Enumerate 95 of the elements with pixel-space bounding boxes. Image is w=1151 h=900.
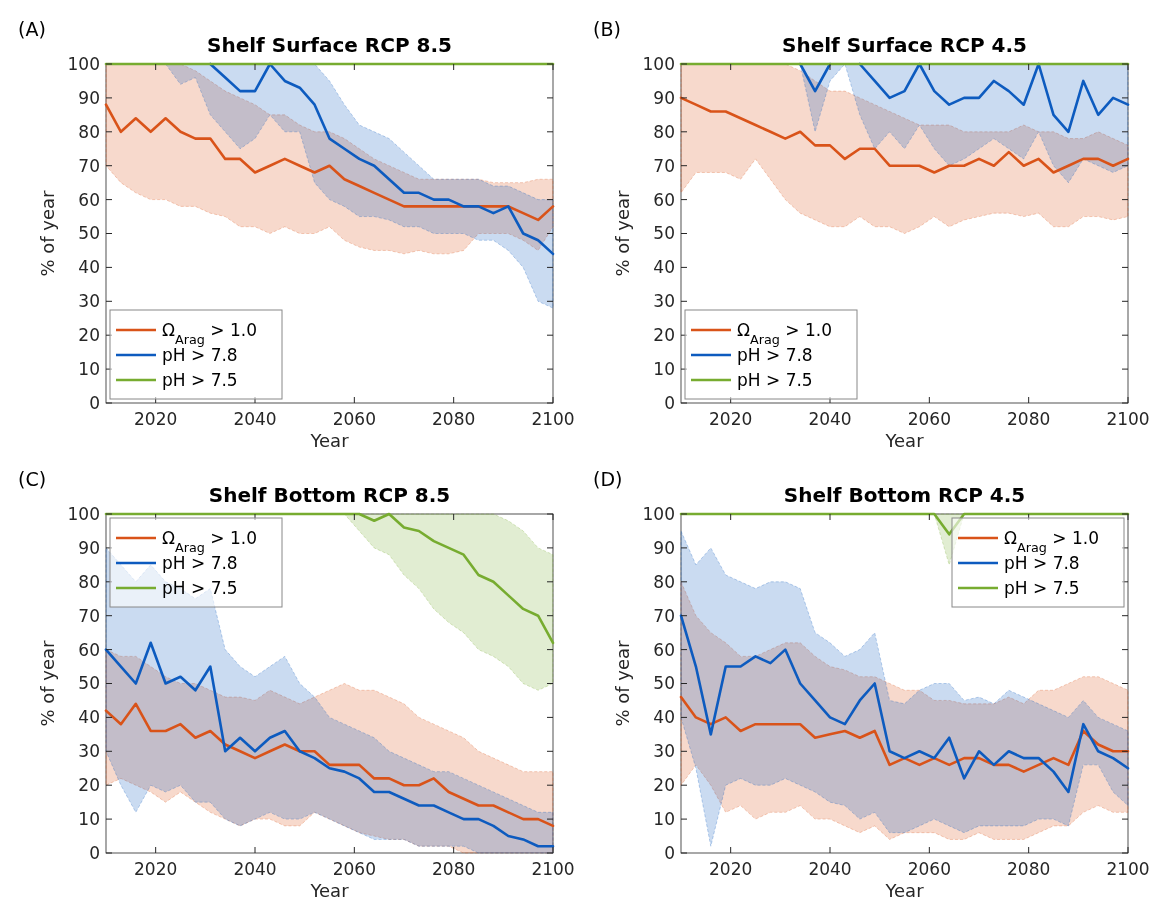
y-axis-title: % of year bbox=[612, 639, 633, 727]
legend-label: pH > 7.5 bbox=[162, 578, 238, 598]
y-tick-label: 80 bbox=[78, 121, 100, 142]
x-axis-title: Year bbox=[309, 430, 350, 451]
text: (A) bbox=[18, 18, 46, 40]
y-tick-label: 0 bbox=[89, 842, 100, 863]
x-tick-label: 2040 bbox=[233, 409, 277, 429]
y-tick-label: 30 bbox=[78, 291, 100, 312]
y-tick-label: 20 bbox=[78, 775, 100, 796]
legend-label: pH > 7.5 bbox=[1004, 578, 1080, 598]
y-tick-label: 60 bbox=[78, 639, 100, 660]
y-tick-label: 100 bbox=[642, 53, 675, 74]
y-tick-label: 60 bbox=[653, 639, 675, 660]
x-tick-label: 2100 bbox=[1106, 409, 1150, 429]
chart-title: Shelf Surface RCP 4.5 bbox=[782, 33, 1027, 57]
y-tick-label: 70 bbox=[78, 155, 100, 176]
legend-label: pH > 7.5 bbox=[162, 370, 238, 390]
x-tick-label: 2020 bbox=[134, 859, 178, 879]
y-axis-title: % of year bbox=[612, 189, 633, 277]
line-series bbox=[679, 614, 1130, 794]
y-tick-label: 40 bbox=[653, 707, 675, 728]
y-tick-label: 40 bbox=[78, 257, 100, 278]
x-tick-label: 2020 bbox=[709, 409, 753, 429]
y-tick-label: 30 bbox=[78, 741, 100, 762]
y-tick-label: 20 bbox=[653, 775, 675, 796]
y-tick-label: 80 bbox=[78, 571, 100, 592]
y-axis-title: % of year bbox=[37, 189, 58, 277]
y-tick-label: 90 bbox=[653, 87, 675, 108]
x-tick-label: 2080 bbox=[432, 409, 476, 429]
x-tick-label: 2040 bbox=[233, 859, 277, 879]
y-tick-label: 40 bbox=[653, 257, 675, 278]
legend-label: Ω$_{Arag}$ > 1.0 bbox=[162, 528, 257, 555]
y-tick-label: 50 bbox=[78, 673, 100, 694]
line-series bbox=[679, 695, 1130, 773]
y-tick-label: 90 bbox=[78, 537, 100, 558]
x-tick-label: 2020 bbox=[134, 409, 178, 429]
legend-label: pH > 7.5 bbox=[737, 370, 813, 390]
y-tick-label: 80 bbox=[653, 571, 675, 592]
x-tick-label: 2080 bbox=[1007, 859, 1051, 879]
text: (D) bbox=[593, 468, 623, 490]
legend-label: Ω$_{Arag}$ > 1.0 bbox=[737, 320, 832, 347]
line-series bbox=[104, 512, 555, 645]
x-tick-label: 2100 bbox=[531, 859, 575, 879]
x-tick-label: 2080 bbox=[432, 859, 476, 879]
y-tick-label: 20 bbox=[653, 325, 675, 346]
line-series bbox=[679, 96, 1130, 174]
y-tick-label: 60 bbox=[653, 189, 675, 210]
y-tick-label: 0 bbox=[89, 392, 100, 413]
y-tick-label: 30 bbox=[653, 291, 675, 312]
x-tick-label: 2040 bbox=[808, 859, 852, 879]
y-tick-label: 20 bbox=[78, 325, 100, 346]
legend-label: Ω$_{Arag}$ > 1.0 bbox=[162, 320, 257, 347]
y-tick-label: 10 bbox=[653, 809, 675, 830]
chart-title: Shelf Surface RCP 8.5 bbox=[207, 33, 452, 57]
x-axis-title: Year bbox=[884, 880, 925, 900]
y-tick-label: 10 bbox=[653, 359, 675, 380]
y-tick-label: 30 bbox=[653, 741, 675, 762]
line-series bbox=[209, 62, 555, 256]
x-axis-title: Year bbox=[309, 880, 350, 900]
y-axis-title: % of year bbox=[37, 639, 58, 727]
y-tick-label: 70 bbox=[653, 155, 675, 176]
text: (B) bbox=[593, 18, 621, 40]
y-tick-label: 70 bbox=[78, 605, 100, 626]
y-tick-label: 90 bbox=[78, 87, 100, 108]
y-tick-label: 100 bbox=[67, 53, 100, 74]
y-tick-label: 50 bbox=[653, 673, 675, 694]
y-tick-label: 0 bbox=[664, 842, 675, 863]
line-series bbox=[104, 702, 555, 828]
text: (C) bbox=[18, 468, 47, 490]
y-tick-label: 50 bbox=[78, 223, 100, 244]
y-tick-label: 50 bbox=[653, 223, 675, 244]
y-tick-label: 60 bbox=[78, 189, 100, 210]
y-tick-label: 100 bbox=[67, 503, 100, 524]
x-axis-title: Year bbox=[884, 430, 925, 451]
x-tick-label: 2020 bbox=[709, 859, 753, 879]
x-tick-label: 2040 bbox=[808, 409, 852, 429]
x-tick-label: 2080 bbox=[1007, 409, 1051, 429]
x-tick-label: 2100 bbox=[1106, 859, 1150, 879]
x-tick-label: 2060 bbox=[332, 859, 376, 879]
y-tick-label: 10 bbox=[78, 359, 100, 380]
y-tick-label: 0 bbox=[664, 392, 675, 413]
y-tick-label: 40 bbox=[78, 707, 100, 728]
x-tick-label: 2060 bbox=[907, 409, 951, 429]
chart-title: Shelf Bottom RCP 8.5 bbox=[208, 483, 451, 507]
line-series bbox=[104, 103, 555, 222]
y-tick-label: 10 bbox=[78, 809, 100, 830]
y-tick-label: 80 bbox=[653, 121, 675, 142]
y-tick-label: 100 bbox=[642, 503, 675, 524]
x-tick-label: 2060 bbox=[332, 409, 376, 429]
chart-title: Shelf Bottom RCP 4.5 bbox=[783, 483, 1026, 507]
x-tick-label: 2100 bbox=[531, 409, 575, 429]
y-tick-label: 70 bbox=[653, 605, 675, 626]
legend-label: Ω$_{Arag}$ > 1.0 bbox=[1004, 528, 1099, 555]
y-tick-label: 90 bbox=[653, 537, 675, 558]
x-tick-label: 2060 bbox=[907, 859, 951, 879]
